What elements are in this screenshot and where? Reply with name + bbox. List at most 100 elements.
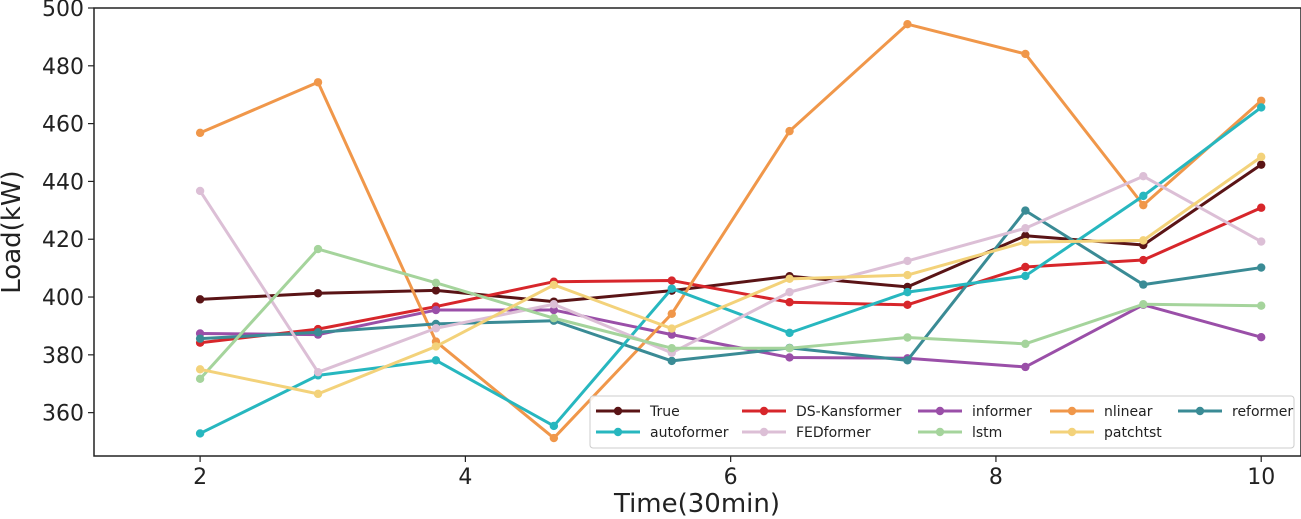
- data-point-informer: [785, 353, 794, 362]
- series-line-nlinear: [199, 22, 1263, 440]
- series-line-informer: [200, 303, 1262, 369]
- data-point-true: [1257, 160, 1266, 169]
- data-point-informer: [667, 330, 676, 339]
- legend-swatch-marker: [613, 406, 623, 416]
- data-point-fedformer: [1139, 172, 1148, 181]
- data-point-reformer: [1139, 280, 1148, 289]
- data-point-lstm: [1257, 301, 1266, 310]
- legend-item-patchtst: patchtst: [1050, 425, 1162, 441]
- series-line-ds-kansformer: [199, 206, 1262, 345]
- data-point-lstm: [1021, 339, 1030, 349]
- y-tick-label: 500: [42, 0, 84, 22]
- data-point-nlinear: [1021, 49, 1030, 59]
- data-point-informer: [431, 305, 441, 315]
- data-point-autoformer: [431, 356, 441, 365]
- data-point-patchtst: [431, 342, 441, 351]
- data-point-autoformer: [1021, 271, 1030, 281]
- legend-swatch-marker: [935, 427, 945, 437]
- series-reformer: [195, 206, 1266, 366]
- y-tick-label: 440: [42, 170, 84, 195]
- data-point-fedformer: [313, 367, 323, 377]
- data-point-patchtst: [903, 270, 912, 280]
- data-point-reformer: [1257, 263, 1266, 272]
- y-tick-label: 460: [42, 113, 84, 138]
- legend-swatch-marker: [935, 406, 945, 416]
- data-point-informer: [1257, 333, 1266, 342]
- data-point-ds-kansformer: [1257, 203, 1266, 212]
- data-point-patchtst: [1021, 237, 1030, 247]
- legend-item-autoformer: autoformer: [596, 425, 729, 441]
- data-point-patchtst: [785, 274, 794, 284]
- series-line-patchtst: [199, 155, 1263, 396]
- data-point-fedformer: [549, 300, 559, 309]
- plot-area-frame: [93, 7, 1301, 457]
- data-point-true: [431, 286, 441, 295]
- data-point-nlinear: [313, 78, 323, 87]
- data-point-informer: [549, 305, 559, 315]
- series-line-true: [200, 163, 1263, 304]
- series-line-lstm: [198, 247, 1262, 380]
- data-point-patchtst: [667, 324, 676, 333]
- legend-label: DS-Kansformer: [796, 404, 902, 420]
- data-point-patchtst: [1257, 152, 1266, 162]
- series-line-autoformer: [199, 106, 1263, 435]
- series-autoformer: [195, 103, 1266, 438]
- data-point-ds-kansformer: [1139, 255, 1148, 265]
- legend-item-lstm: lstm: [918, 425, 1002, 441]
- data-point-true: [1021, 231, 1030, 240]
- series-line-fedformer: [198, 174, 1262, 374]
- legend-label: autoformer: [650, 425, 729, 441]
- data-point-ds-kansformer: [1021, 262, 1030, 272]
- data-point-reformer: [903, 356, 912, 365]
- data-point-lstm: [903, 333, 912, 342]
- y-tick-label: 380: [42, 344, 84, 369]
- data-point-fedformer: [1021, 224, 1030, 233]
- y-axis-label: Load(kW): [0, 170, 27, 293]
- x-axis-label: Time(30min): [613, 489, 780, 519]
- legend-item-fedformer: FEDformer: [742, 425, 871, 441]
- data-point-patchtst: [313, 389, 323, 399]
- legend-item-true: True: [596, 404, 680, 420]
- data-point-ds-kansformer: [785, 298, 794, 307]
- legend-label: reformer: [1232, 404, 1293, 420]
- data-point-fedformer: [195, 186, 205, 196]
- data-point-patchtst: [1139, 236, 1148, 245]
- data-point-autoformer: [903, 287, 912, 297]
- data-point-lstm: [667, 343, 676, 353]
- legend-item-nlinear: nlinear: [1050, 404, 1153, 420]
- x-tick-label: 4: [458, 465, 472, 490]
- data-point-nlinear: [785, 126, 794, 136]
- data-point-autoformer: [1139, 191, 1148, 201]
- legend-label: patchtst: [1104, 425, 1162, 441]
- legend-swatch-marker: [613, 427, 623, 437]
- data-point-nlinear: [1257, 96, 1266, 105]
- legend-item-ds-kansformer: DS-Kansformer: [742, 404, 902, 420]
- data-point-nlinear: [1139, 200, 1148, 210]
- series-layer: [195, 19, 1266, 443]
- legend: True DS-Kansformer informer nlinear reformer…: [589, 395, 1295, 449]
- legend-swatch-marker: [759, 427, 769, 437]
- y-tick-label: 420: [42, 228, 84, 253]
- series-nlinear: [195, 19, 1266, 443]
- data-point-true: [195, 295, 205, 304]
- data-point-informer: [1021, 362, 1030, 372]
- data-point-fedformer: [1257, 237, 1266, 246]
- data-point-fedformer: [785, 287, 794, 297]
- data-point-lstm: [549, 313, 559, 323]
- legend-swatch-marker: [759, 406, 769, 416]
- data-point-lstm: [195, 374, 205, 384]
- y-tick-label: 360: [42, 402, 84, 427]
- data-point-autoformer: [195, 429, 205, 438]
- series-true: [195, 160, 1266, 306]
- data-point-lstm: [313, 244, 323, 254]
- data-point-fedformer: [903, 256, 912, 266]
- data-point-lstm: [1139, 300, 1148, 309]
- y-tick-label: 400: [42, 286, 84, 311]
- series-line-reformer: [200, 209, 1262, 363]
- x-tick-label: 6: [724, 465, 738, 490]
- x-tick-label: 8: [989, 465, 1003, 490]
- data-point-lstm: [785, 343, 794, 353]
- data-point-nlinear: [195, 128, 205, 138]
- legend-swatch-marker: [1067, 406, 1077, 416]
